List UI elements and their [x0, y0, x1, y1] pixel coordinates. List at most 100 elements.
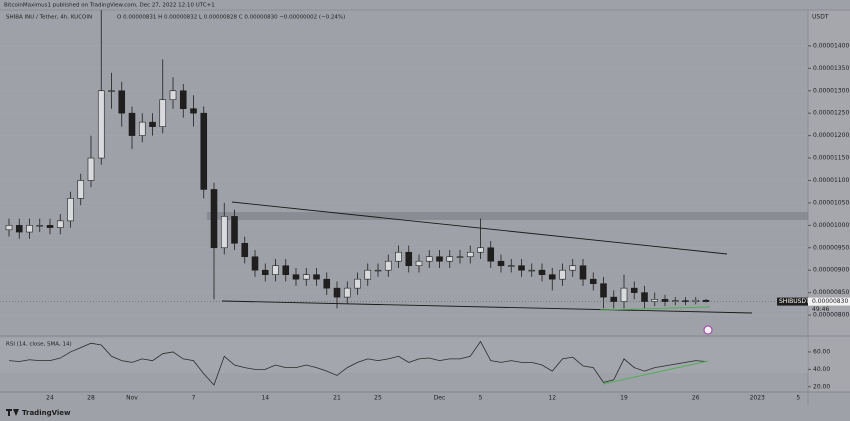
candle-body — [179, 90, 187, 109]
x-tick-label: 5 — [796, 395, 800, 402]
candle-body — [200, 112, 208, 190]
candle-body — [528, 269, 536, 272]
candle-body — [487, 247, 495, 262]
x-tick-label: 19 — [620, 395, 628, 402]
candle-body — [436, 256, 443, 262]
price-box — [808, 297, 850, 306]
candle-body — [108, 90, 115, 92]
divergence-price — [599, 306, 711, 311]
candle-body — [241, 242, 249, 258]
rsi-tick-label: 40.00 — [813, 366, 830, 373]
candle-body — [354, 278, 361, 289]
y-tick-label: 0.00001000 — [813, 222, 849, 229]
candle-body — [190, 108, 197, 114]
logo — [6, 409, 19, 416]
candle-body — [302, 274, 310, 280]
y-tick-label: 0.00000950 — [813, 244, 849, 251]
candle-body — [610, 296, 618, 302]
candle-body — [15, 225, 23, 233]
x-tick-label: 24 — [46, 395, 54, 402]
candle-body — [518, 265, 525, 271]
candle-body — [231, 216, 238, 244]
price-label: 0.00000830 — [812, 298, 848, 305]
y-tick-label: 0.00001050 — [813, 199, 849, 206]
candle-body — [446, 256, 454, 262]
trendline-upper — [231, 201, 728, 255]
y-tick-label: 0.00000850 — [813, 289, 849, 296]
candle-body — [67, 198, 74, 222]
candle-body — [466, 251, 474, 258]
candle-body — [118, 90, 126, 114]
candle-body — [261, 269, 269, 275]
candle-body — [395, 251, 402, 262]
x-tick-label: 7 — [192, 395, 196, 402]
y-tick-label: 0.00001350 — [813, 65, 849, 72]
candle-body — [87, 157, 95, 181]
symbol-label: SHIBUSDT — [779, 298, 810, 305]
candle-body — [620, 287, 628, 302]
ohlc: O 0.00000831 H 0.00000832 L 0.00000828 C… — [117, 15, 345, 21]
x-tick-label: 28 — [87, 395, 95, 402]
candle-body — [569, 265, 577, 271]
symbol: SHIBA INU / Tether, 4h, KUCOIN — [6, 15, 92, 21]
rsi-tick-label: 60.00 — [813, 348, 830, 355]
candle-body — [682, 300, 689, 302]
timer: 49:46 — [812, 306, 829, 313]
candle-body — [374, 269, 382, 272]
candle-body — [26, 225, 33, 233]
rsi-band — [0, 338, 808, 373]
resistance-zone — [207, 212, 808, 220]
author-line: BitcoinMaximus1 published on TradingView… — [4, 3, 215, 9]
rsi-title: RSI (14, close, SMA, 14) — [6, 342, 72, 348]
candle-body — [600, 283, 607, 298]
candle-body — [384, 260, 392, 271]
candle-body — [323, 278, 331, 289]
candle-body — [220, 216, 228, 249]
candle-body — [661, 299, 669, 302]
candle-body — [272, 265, 279, 275]
y-tick-label: 0.00001250 — [813, 110, 849, 117]
candle-body — [538, 269, 546, 275]
rsi-tick-label: 20.00 — [813, 383, 830, 390]
x-tick-label: Nov — [126, 395, 138, 402]
y-tick-label: 0.00001150 — [813, 155, 849, 162]
candle-body — [548, 274, 556, 280]
rsi-line — [8, 340, 707, 386]
y-tick-label: 0.00001100 — [813, 177, 849, 184]
candle-body — [589, 278, 597, 284]
candle-body — [159, 99, 167, 127]
event-icon[interactable] — [703, 325, 713, 335]
candle-body — [497, 260, 505, 267]
candle-body — [210, 189, 218, 249]
y-tick-label: 0.00000800 — [813, 312, 849, 319]
candle-body — [343, 287, 351, 298]
candle-body — [46, 225, 54, 228]
x-tick-label: 2023 — [750, 395, 765, 402]
candle-body — [507, 265, 515, 267]
trendline-lower — [221, 300, 753, 314]
y-tick-label: 0.00001300 — [813, 87, 849, 94]
price-axis-bg — [808, 10, 850, 392]
x-tick-label: 21 — [333, 395, 341, 402]
y-tick-label: 0.00000900 — [813, 267, 849, 274]
plot: 0.00001400 0.00001350 0.00001300 0.00001250… — [0, 10, 849, 402]
x-tick-label: 25 — [374, 395, 382, 402]
candle-body — [138, 121, 146, 136]
candle-body — [692, 299, 700, 302]
divergence-rsi — [602, 360, 709, 385]
candle-body — [559, 269, 566, 280]
candle-body — [364, 269, 372, 280]
candle-body — [282, 265, 290, 275]
candle-body — [149, 121, 156, 127]
candle-body — [77, 180, 85, 199]
currency: USDT — [812, 14, 829, 21]
candle-body — [579, 265, 587, 280]
candle-body — [425, 256, 433, 262]
brand: TradingView — [22, 409, 71, 417]
candle-body — [333, 287, 341, 298]
candle-body — [169, 90, 177, 101]
candle-body — [651, 299, 659, 302]
candle-body — [97, 90, 105, 159]
